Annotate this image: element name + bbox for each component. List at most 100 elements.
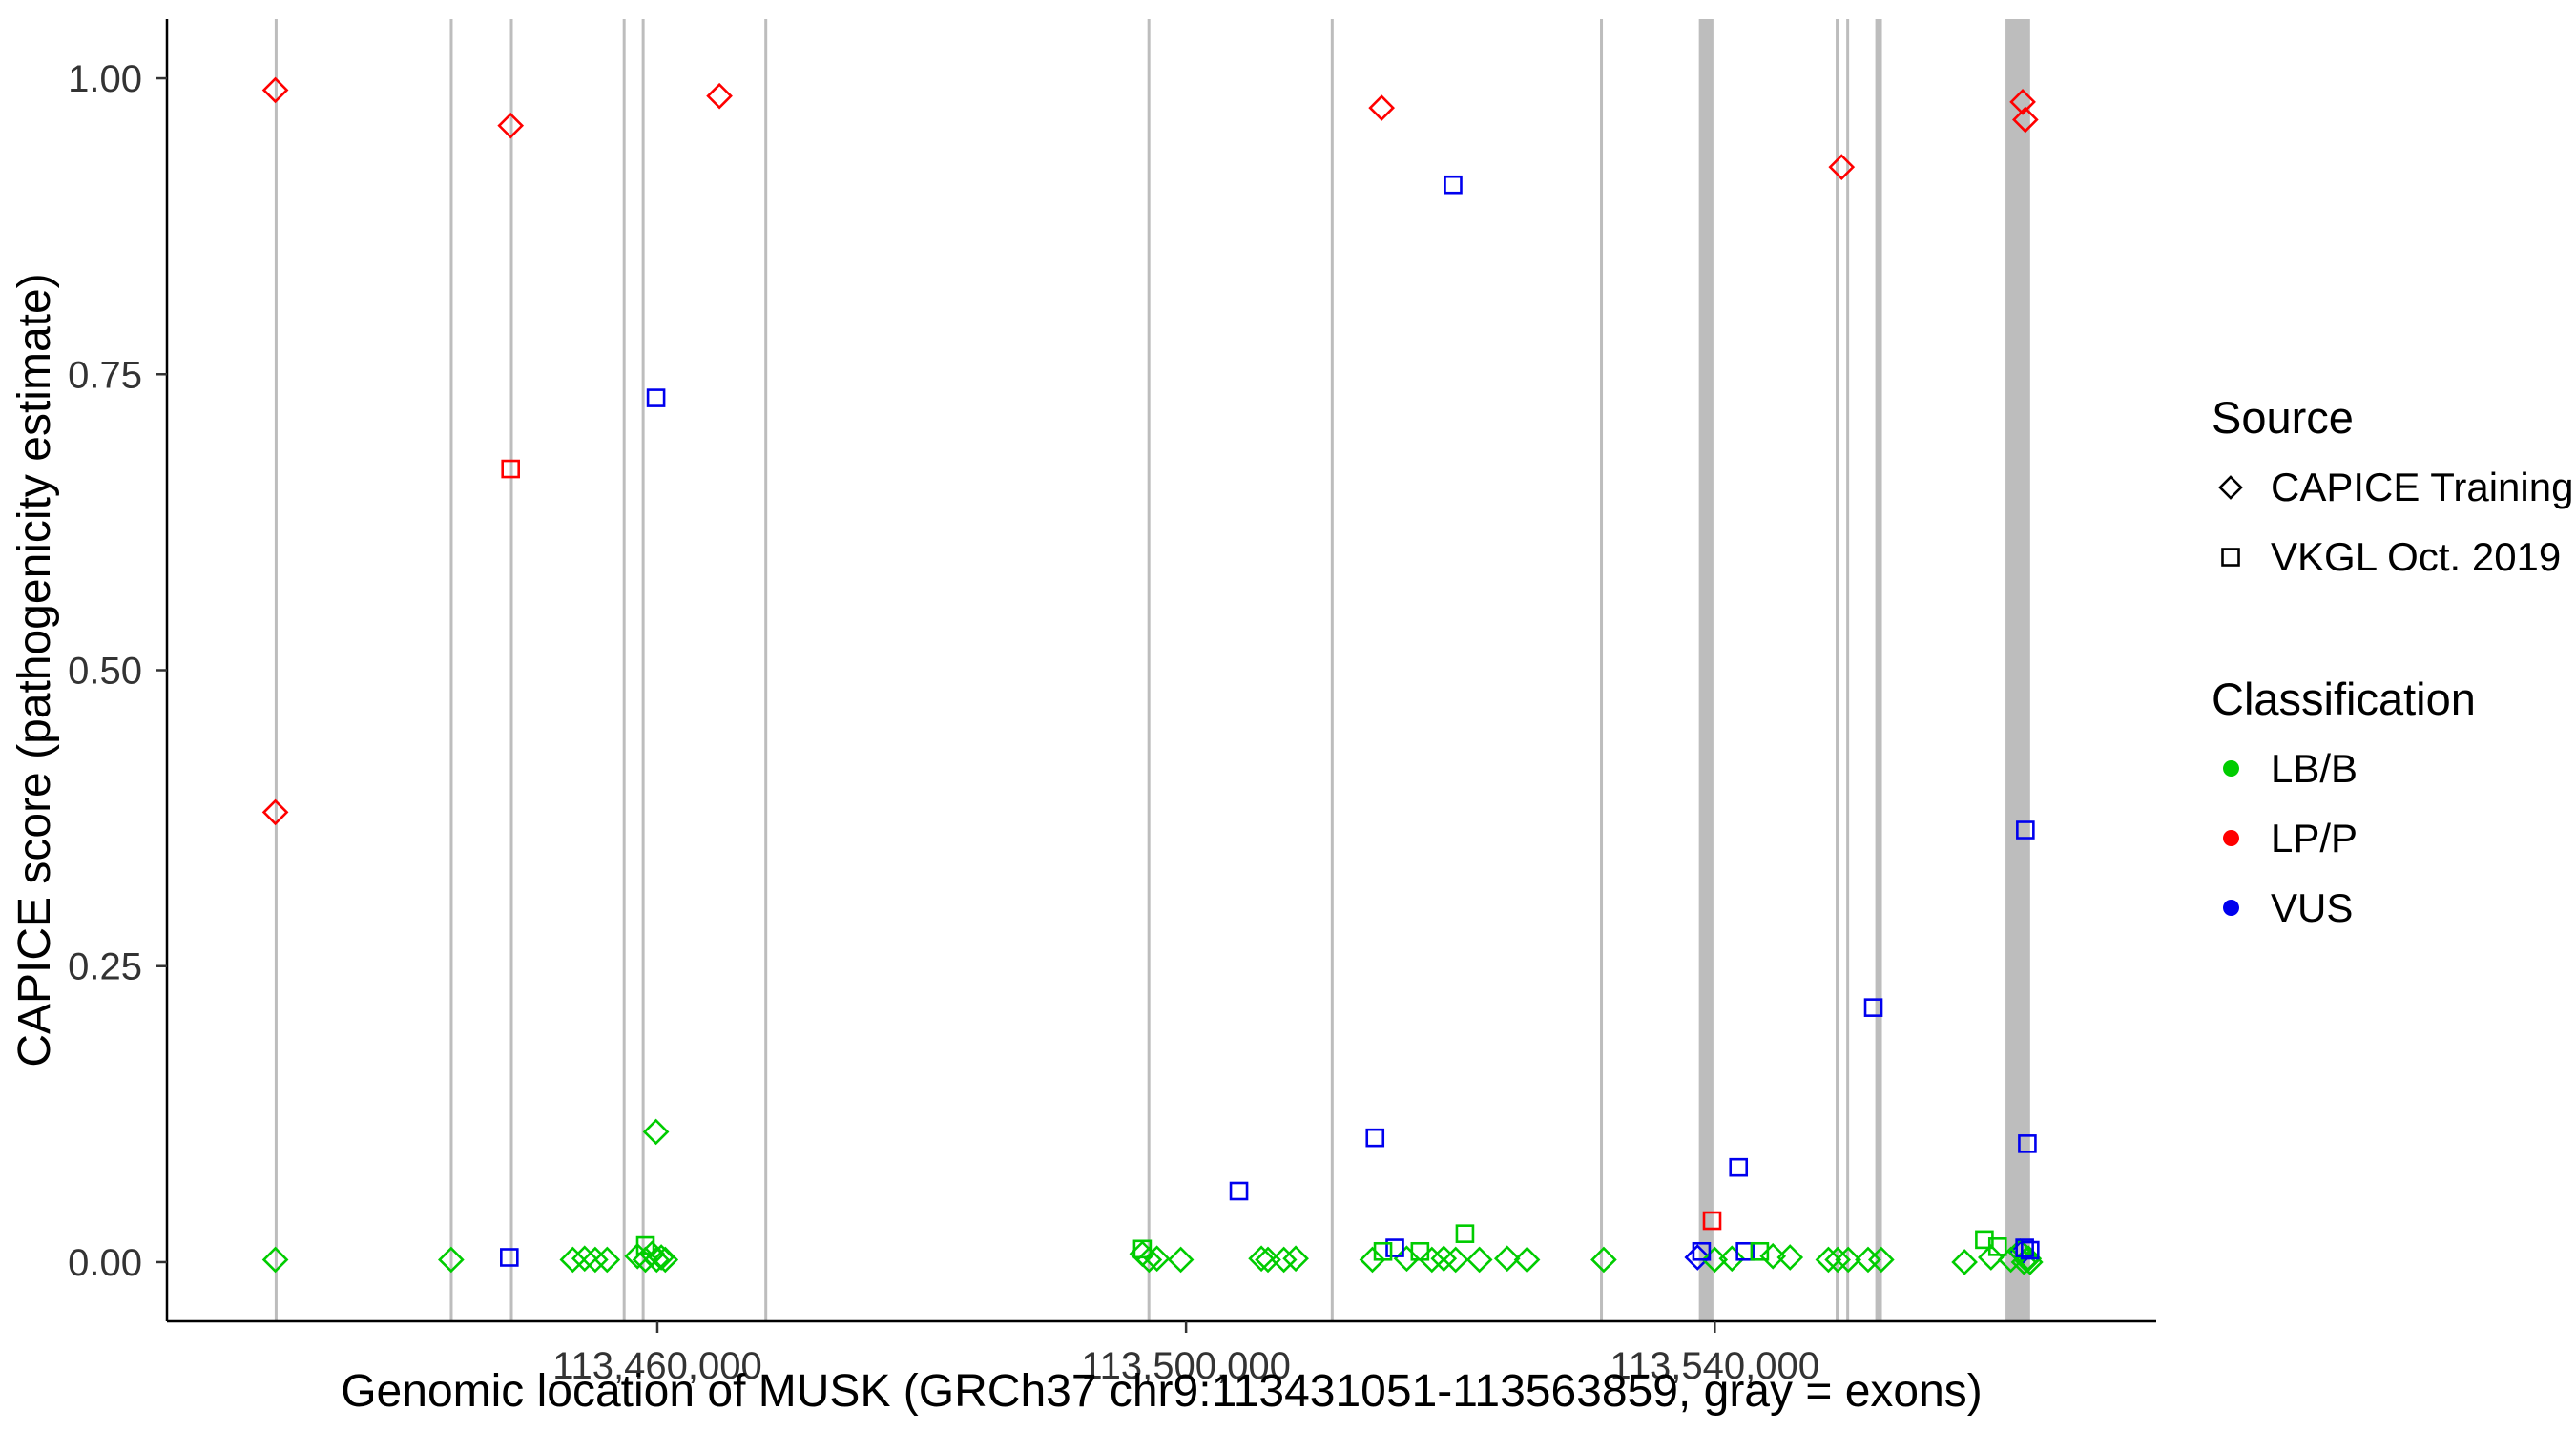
legend-item-lpp: LP/P <box>2212 803 2573 873</box>
data-point-diamond <box>1868 1246 1895 1274</box>
exon-bar <box>509 19 513 1321</box>
legend-item-label: LP/P <box>2271 815 2358 861</box>
data-point-diamond <box>642 1118 670 1146</box>
exon-bar <box>1147 19 1151 1321</box>
data-point-square <box>635 1235 655 1255</box>
data-point-diamond <box>1513 1246 1541 1274</box>
legend-item-label: VKGL Oct. 2019 <box>2271 533 2562 579</box>
data-point-diamond <box>261 76 289 104</box>
data-point-square <box>1385 1238 1404 1257</box>
data-point-diamond <box>1828 154 1856 180</box>
data-point-square <box>1750 1241 1770 1261</box>
data-point-square <box>1410 1241 1430 1261</box>
exon-bar <box>641 19 645 1321</box>
exon-bar <box>1846 19 1850 1321</box>
data-point-diamond <box>1718 1245 1746 1273</box>
legend-item-vus: VUS <box>2212 873 2573 943</box>
exon-bar <box>449 19 453 1321</box>
data-point-square <box>1692 1241 1712 1261</box>
data-point-square <box>2016 820 2035 840</box>
data-point-diamond <box>582 1246 609 1274</box>
legend-item-label: LB/B <box>2271 745 2358 791</box>
data-point-diamond <box>1430 1245 1458 1273</box>
y-tick-label: 0.75 <box>68 354 142 396</box>
exon-bar <box>2005 19 2030 1321</box>
exon-bar <box>764 19 768 1321</box>
legend-section-source: Source CAPICE Training VKGL Oct. 2019 <box>2212 393 2573 591</box>
x-tick-label: 113,500,000 <box>1081 1345 1290 1387</box>
data-point-diamond <box>1393 1245 1421 1273</box>
data-point-diamond <box>1282 1245 1309 1273</box>
diamond-marker-icon <box>2212 468 2250 507</box>
data-point-diamond <box>1835 1246 1862 1274</box>
square-marker-icon <box>2212 538 2250 576</box>
legend-item-vkgl: VKGL Oct. 2019 <box>2212 522 2573 591</box>
data-point-diamond <box>1465 1246 1493 1274</box>
data-point-square <box>2015 1238 2034 1257</box>
data-point-diamond <box>1776 1244 1804 1271</box>
data-point-diamond <box>1359 1246 1386 1274</box>
data-point-diamond <box>1135 1246 1163 1274</box>
legend-item-label: CAPICE Training <box>2271 464 2574 509</box>
y-tick-label: 0.25 <box>68 946 142 988</box>
legend: Source CAPICE Training VKGL Oct. 2019 Cl… <box>2212 393 2573 943</box>
red-dot-icon <box>2212 819 2250 858</box>
x-tick-label: 113,460,000 <box>552 1345 761 1387</box>
exon-bar <box>274 19 278 1321</box>
data-point-diamond <box>632 1246 659 1274</box>
y-tick-label: 0.00 <box>68 1242 142 1284</box>
data-point-diamond <box>1270 1246 1298 1274</box>
data-point-diamond <box>438 1246 465 1274</box>
data-point-diamond <box>1368 94 1396 121</box>
data-point-square <box>1987 1237 2007 1256</box>
data-point-square <box>500 1248 519 1267</box>
exon-bar <box>1836 19 1839 1321</box>
data-point-square <box>1455 1224 1475 1243</box>
data-point-diamond <box>1977 1244 2005 1271</box>
y-tick-label: 1.00 <box>68 58 142 100</box>
data-point-square <box>1729 1157 1749 1177</box>
data-point-square <box>2018 1134 2037 1153</box>
data-point-square <box>501 459 520 479</box>
exon-bar <box>1330 19 1334 1321</box>
data-point-square <box>1365 1128 1385 1148</box>
y-tick-label: 0.50 <box>68 651 142 693</box>
blue-dot-icon <box>2212 889 2250 927</box>
data-point-diamond <box>1493 1245 1521 1273</box>
data-point-diamond <box>2012 106 2039 134</box>
data-point-diamond <box>706 82 733 110</box>
data-point-square <box>646 388 666 407</box>
data-point-diamond <box>571 1245 598 1273</box>
data-point-square <box>1132 1239 1153 1259</box>
exon-bar <box>622 19 626 1321</box>
legend-classification-title: Classification <box>2212 674 2476 724</box>
data-point-square <box>1702 1211 1722 1231</box>
data-point-square <box>1229 1181 1249 1201</box>
data-point-diamond <box>1684 1244 1712 1271</box>
data-point-square <box>1373 1241 1393 1261</box>
data-point-diamond <box>261 1246 289 1274</box>
data-point-diamond <box>1951 1249 1978 1275</box>
data-point-diamond <box>1248 1245 1275 1273</box>
exon-bar <box>1600 19 1604 1321</box>
legend-item-lbb: LB/B <box>2212 734 2573 803</box>
legend-section-classification: Classification LB/B LP/P VUS <box>2212 674 2573 943</box>
data-point-diamond <box>1442 1246 1469 1274</box>
legend-item-capice-training: CAPICE Training <box>2212 452 2573 522</box>
data-point-diamond <box>1590 1246 1617 1274</box>
legend-item-label: VUS <box>2271 884 2354 930</box>
data-point-square <box>2021 1240 2040 1260</box>
data-point-diamond <box>559 1246 587 1274</box>
data-point-diamond <box>593 1246 621 1274</box>
data-point-diamond <box>2009 89 2036 115</box>
data-point-diamond <box>497 112 525 139</box>
data-point-square <box>1444 175 1463 195</box>
y-axis-title: CAPICE score (pathogenicity estimate) <box>10 273 60 1067</box>
data-point-diamond <box>624 1242 652 1270</box>
data-point-diamond <box>643 1246 671 1274</box>
data-point-square <box>1863 998 1883 1017</box>
exon-bar <box>1698 19 1714 1321</box>
data-point-diamond <box>1855 1246 1881 1274</box>
exon-bar <box>1875 19 1882 1321</box>
